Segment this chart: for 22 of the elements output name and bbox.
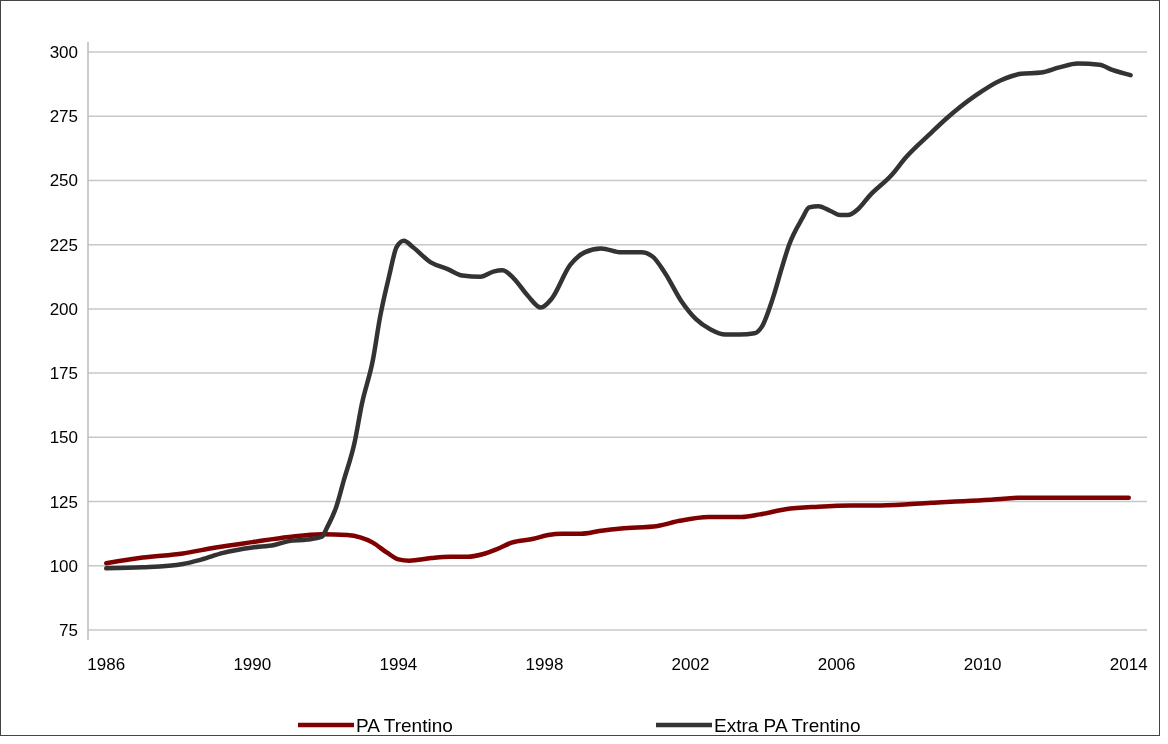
x-tick-label: 2002 <box>671 655 710 674</box>
line-series <box>104 61 1133 571</box>
y-tick-label: 125 <box>49 492 78 512</box>
legend-label: PA Trentino <box>356 714 453 736</box>
y-tick-label: 250 <box>49 171 78 191</box>
x-tick-label: 2014 <box>1109 655 1148 674</box>
y-tick-label: 175 <box>49 364 78 384</box>
x-tick-label: 2010 <box>963 655 1002 674</box>
y-tick-label: 300 <box>49 42 78 62</box>
y-tick-label: 275 <box>49 107 78 127</box>
x-tick-label: 1986 <box>87 655 126 674</box>
x-tick-label: 2006 <box>817 655 856 674</box>
line-series <box>104 495 1131 566</box>
y-tick-label: 75 <box>59 620 78 640</box>
x-tick-label: 1990 <box>233 655 272 674</box>
y-tick-label: 150 <box>49 428 78 448</box>
y-tick-label: 100 <box>49 556 78 576</box>
y-tick-label: 225 <box>49 235 78 255</box>
x-tick-label: 1994 <box>379 655 418 674</box>
x-tick-label: 1998 <box>525 655 564 674</box>
legend-label: Extra PA Trentino <box>714 714 861 736</box>
y-tick-label: 200 <box>49 299 78 319</box>
